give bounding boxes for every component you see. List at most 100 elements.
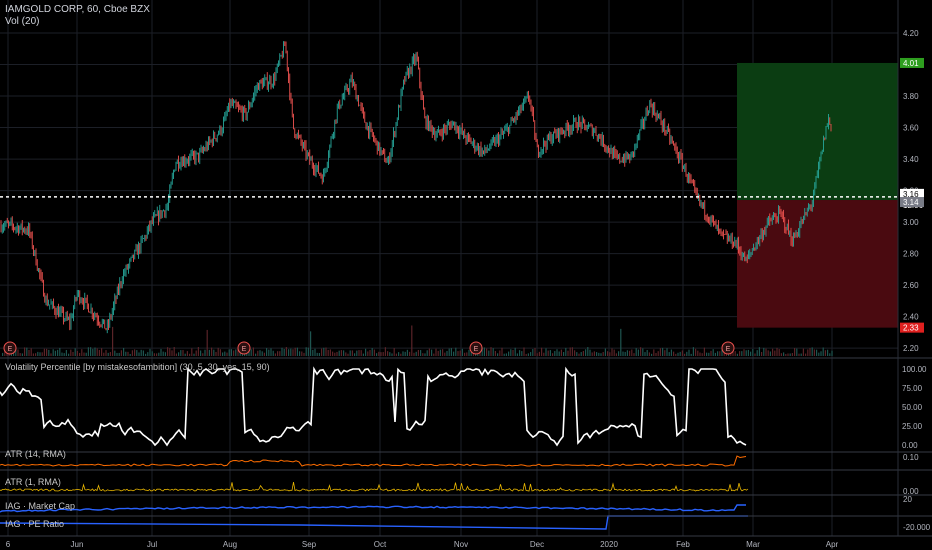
volume-bar <box>820 351 822 356</box>
volume-bar <box>167 347 169 356</box>
atr14-line <box>0 455 747 467</box>
volume-bar <box>765 348 767 356</box>
time-tick-label: Apr <box>826 540 839 549</box>
volume-bar <box>169 348 171 356</box>
volume-bar <box>420 350 422 356</box>
volume-bar <box>327 349 329 356</box>
volume-bar <box>791 353 793 356</box>
current-price-badge: 3.16 <box>903 190 919 199</box>
volume-bar <box>499 350 501 356</box>
volume-bar <box>35 353 37 356</box>
volume-bar <box>648 352 650 356</box>
volume-bar <box>208 349 210 356</box>
volume-bar <box>651 353 653 356</box>
volume-bar <box>158 352 160 356</box>
volume-bar <box>545 348 547 356</box>
volume-bar <box>81 349 83 356</box>
volume-bar <box>490 347 492 356</box>
volume-bar <box>140 349 142 356</box>
volume-bar <box>563 352 565 356</box>
volume-bar <box>329 349 331 356</box>
volume-bar <box>695 348 697 356</box>
volume-bar <box>204 349 206 356</box>
volume-bar <box>213 349 215 356</box>
price-tick-label: 3.40 <box>903 155 919 164</box>
volume-bar <box>39 352 41 356</box>
volume-bar <box>767 350 769 356</box>
volume-bar <box>461 348 463 356</box>
volume-bar <box>13 351 15 356</box>
volume-bar <box>824 350 826 356</box>
volume-bar <box>395 353 397 356</box>
volume-bar <box>527 353 529 356</box>
volume-bar <box>543 352 545 356</box>
volume-bar <box>796 348 798 356</box>
volume-bar <box>554 351 556 356</box>
volume-bar <box>468 349 470 356</box>
volume-bar <box>587 347 589 356</box>
volume-bar <box>285 347 287 356</box>
volume-bar <box>68 353 70 356</box>
volume-bar <box>750 351 752 356</box>
volume-bar <box>156 353 158 356</box>
volume-bar <box>459 350 461 356</box>
volume-bar <box>378 351 380 356</box>
volume-bar <box>633 353 635 356</box>
volume-bar <box>292 349 294 356</box>
volume-bar <box>743 349 745 356</box>
volume-bar <box>442 349 444 356</box>
volume-bar <box>270 348 272 356</box>
volume-bar <box>279 351 281 356</box>
volume-bar <box>406 349 408 356</box>
volume-bar <box>679 351 681 356</box>
volume-bar <box>556 349 558 356</box>
volume-bar <box>404 351 406 356</box>
volume-bar <box>281 347 283 356</box>
volume-bar <box>580 352 582 356</box>
volume-bar <box>173 347 175 356</box>
volume-bar <box>699 352 701 356</box>
volume-bar <box>48 349 50 356</box>
volume-bar <box>516 353 518 356</box>
volume-bar <box>662 347 664 356</box>
volume-bar <box>492 348 494 356</box>
volume-bar <box>274 353 276 356</box>
volume-bar <box>193 353 195 356</box>
price-candles <box>0 41 898 334</box>
pe-ratio-title: IAG · PE Ratio <box>5 519 64 529</box>
volume-bar <box>50 353 52 356</box>
volume-bar <box>609 352 611 356</box>
volume-bar <box>61 352 63 356</box>
vol-pct-tick-label: 50.00 <box>902 403 923 412</box>
volume-bar <box>439 349 441 356</box>
volume-bar <box>136 350 138 356</box>
volume-bar <box>686 351 688 356</box>
volume-bar <box>63 353 65 356</box>
volume-bar <box>763 347 765 356</box>
volume-bar <box>450 348 452 356</box>
volume-bar <box>464 352 466 356</box>
volume-bar <box>70 349 72 356</box>
volume-bar <box>360 350 362 356</box>
volume-bar <box>719 351 721 356</box>
volume-bar <box>98 349 100 356</box>
volume-bar <box>235 349 237 356</box>
stop-price-badge-bg <box>900 322 924 333</box>
volume-bar <box>46 348 48 356</box>
volume-bar <box>2 352 4 356</box>
volume-bar <box>618 351 620 356</box>
volume-bar <box>288 349 290 356</box>
vol-percentile-line <box>0 366 747 447</box>
volume-bar <box>505 353 507 356</box>
volume-bar <box>182 350 184 356</box>
volume-bar <box>318 353 320 356</box>
volume-bar <box>624 351 626 356</box>
volume-bar <box>384 347 386 356</box>
volume-bar <box>569 347 571 356</box>
volume-bar <box>512 349 514 356</box>
volume-bar <box>598 352 600 356</box>
volume-bar <box>296 347 298 356</box>
price-tick-label: 3.00 <box>903 218 919 227</box>
volume-bar <box>389 352 391 356</box>
